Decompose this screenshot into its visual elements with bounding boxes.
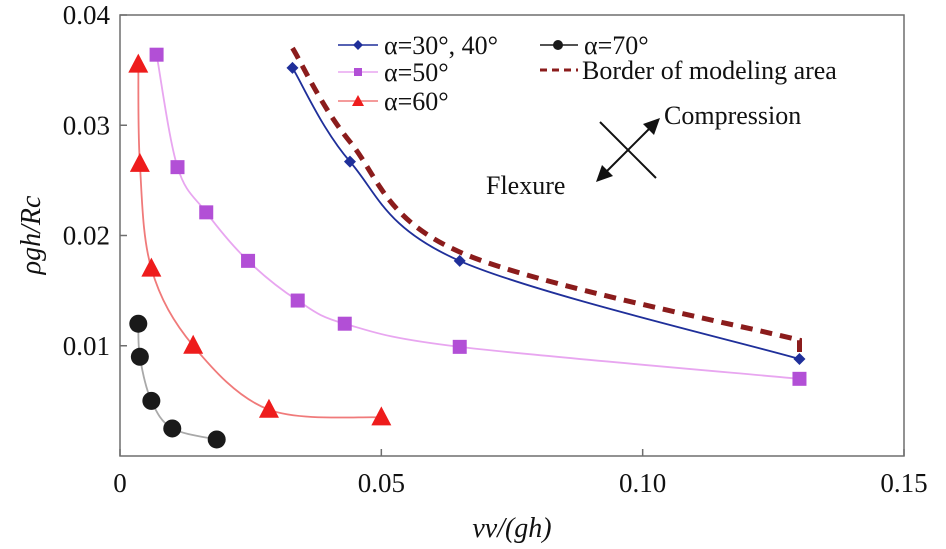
- series-2-point: [183, 334, 204, 354]
- legend-marker-alpha-50: [354, 68, 362, 76]
- compression-arrowhead: [643, 118, 660, 135]
- legend-entry-alpha-70: α=70°: [540, 31, 649, 60]
- series-1-point: [290, 293, 305, 308]
- x-tick-label: 0: [113, 468, 127, 498]
- series-1-point: [170, 160, 185, 175]
- legend-label-border: Border of modeling area: [582, 56, 837, 85]
- legend: α=30°, 40° α=70° α=50° α=60° Border of m…: [338, 31, 837, 116]
- legend-label-alpha-70: α=70°: [584, 31, 649, 60]
- compression-label: Compression: [664, 101, 801, 130]
- legend-label-alpha-50: α=50°: [384, 58, 449, 87]
- x-tick-label: 0.05: [358, 468, 405, 498]
- y-tick-label: 0.03: [63, 110, 110, 140]
- series-1-point: [452, 339, 467, 354]
- series-0-point: [286, 61, 299, 74]
- flexure-label: Flexure: [486, 171, 565, 200]
- compression-arrow: [605, 127, 651, 173]
- legend-marker-alpha-60: [352, 95, 364, 106]
- legend-marker-alpha-30-40: [353, 40, 363, 50]
- legend-entry-alpha-50: α=50°: [338, 58, 449, 87]
- series-2-point: [141, 257, 162, 277]
- compression-flexure-annotation: Compression Flexure: [486, 101, 801, 200]
- series-3-point: [142, 391, 161, 410]
- x-tick-label: 0.10: [619, 468, 666, 498]
- series-2-point: [371, 406, 392, 426]
- series-2-line: [137, 64, 382, 419]
- series-2-point: [128, 53, 149, 73]
- legend-entry-alpha-30-40: α=30°, 40°: [338, 31, 498, 60]
- legend-label-alpha-30-40: α=30°, 40°: [384, 31, 498, 60]
- series-0-line: [291, 67, 800, 360]
- legend-label-alpha-60: α=60°: [384, 87, 449, 116]
- series-1-point: [241, 253, 256, 268]
- legend-marker-alpha-70: [553, 40, 563, 50]
- legend-entry-alpha-60: α=60°: [338, 87, 449, 116]
- series-3-point: [207, 430, 226, 449]
- series-1-point: [337, 316, 352, 331]
- y-tick-label: 0.04: [63, 0, 111, 30]
- flexure-arrowhead: [596, 165, 613, 182]
- series-0-point: [343, 155, 356, 168]
- series-1-point: [199, 205, 214, 220]
- x-axis-title: vv/(gh): [472, 513, 551, 544]
- series-3-point: [163, 419, 182, 438]
- y-tick-label: 0.01: [63, 331, 110, 361]
- series-1-point: [149, 47, 164, 62]
- series-1-point: [792, 371, 807, 386]
- x-tick-label: 0.15: [880, 468, 927, 498]
- border-dashed-line: [290, 46, 802, 359]
- series-3-point: [129, 314, 148, 333]
- y-axis-title: ρgh/Rc: [16, 195, 47, 275]
- series-2-point: [129, 152, 150, 172]
- legend-entry-border: Border of modeling area: [540, 56, 837, 85]
- series-0-point: [793, 352, 806, 365]
- series-0-point: [453, 254, 466, 267]
- series-3-point: [130, 347, 149, 366]
- series-2-point: [258, 398, 279, 418]
- y-tick-label: 0.02: [63, 221, 110, 251]
